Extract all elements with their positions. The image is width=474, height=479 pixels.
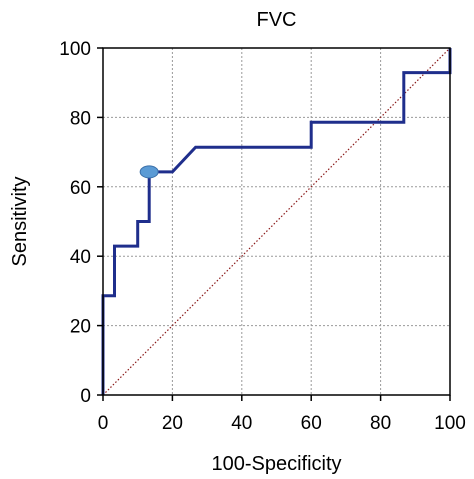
plot-frame bbox=[102, 47, 451, 396]
x-tick-label: 40 bbox=[231, 413, 252, 434]
y-tick-label: 80 bbox=[70, 108, 91, 129]
roc-curve bbox=[101, 48, 452, 395]
x-axis-title: 100-Specificity bbox=[211, 453, 341, 475]
optimal-cutoff-point bbox=[139, 165, 159, 179]
chart-title: FVC bbox=[257, 9, 297, 31]
x-axis-ticks: 0 20 40 60 80 100 bbox=[98, 395, 466, 434]
y-axis-ticks: 0 20 40 60 80 100 bbox=[59, 39, 103, 407]
y-tick-label: 40 bbox=[70, 247, 91, 268]
x-tick-label: 20 bbox=[162, 413, 183, 434]
x-tick-label: 80 bbox=[370, 413, 391, 434]
y-tick-label: 20 bbox=[70, 317, 91, 338]
reference-diagonal-line bbox=[102, 47, 451, 396]
grid-lines bbox=[103, 48, 450, 395]
x-tick-label: 0 bbox=[98, 413, 109, 434]
x-tick-label: 100 bbox=[434, 413, 466, 434]
y-tick-label: 60 bbox=[70, 178, 91, 199]
y-tick-label: 100 bbox=[59, 39, 91, 60]
y-tick-label: 0 bbox=[80, 386, 91, 407]
y-axis-title: Sensitivity bbox=[9, 176, 31, 266]
x-tick-label: 60 bbox=[301, 413, 322, 434]
